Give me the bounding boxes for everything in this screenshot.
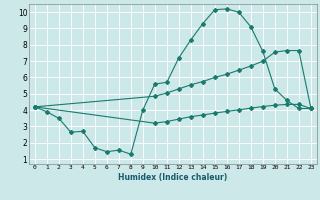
- X-axis label: Humidex (Indice chaleur): Humidex (Indice chaleur): [118, 173, 228, 182]
